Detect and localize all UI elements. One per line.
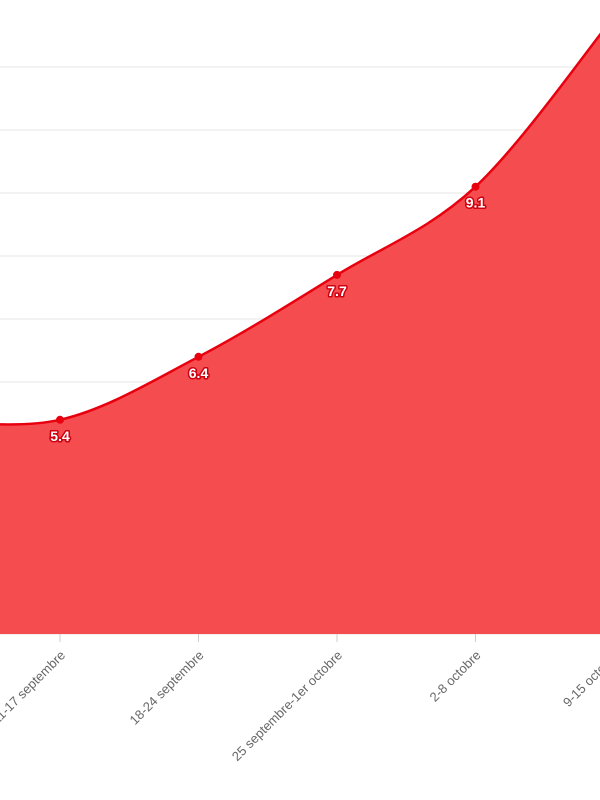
area-fill [0, 34, 600, 634]
data-points [56, 182, 480, 424]
data-label: 7.7 [327, 283, 347, 299]
x-tick-label: 18-24 septembre [127, 648, 207, 728]
series-line [0, 32, 600, 426]
x-tick-label: 25 septembre-1er octobre [229, 648, 345, 764]
data-point [471, 182, 480, 191]
data-point [56, 415, 64, 424]
x-tick-label: 2-8 octobre [427, 648, 484, 705]
x-tick-label: 9-15 octobre [560, 648, 600, 710]
data-label: 5.4 [50, 428, 70, 444]
x-axis: 11-17 septembre 18-24 septembre 25 septemb… [0, 634, 600, 764]
x-tick-label: 11-17 septembre [0, 648, 68, 727]
data-point [333, 270, 341, 279]
data-label: 9.1 [466, 195, 486, 211]
data-label: 6.4 [189, 365, 209, 381]
data-point [194, 352, 203, 361]
data-labels: 5.4 6.4 7.7 9.1 [49, 193, 487, 445]
